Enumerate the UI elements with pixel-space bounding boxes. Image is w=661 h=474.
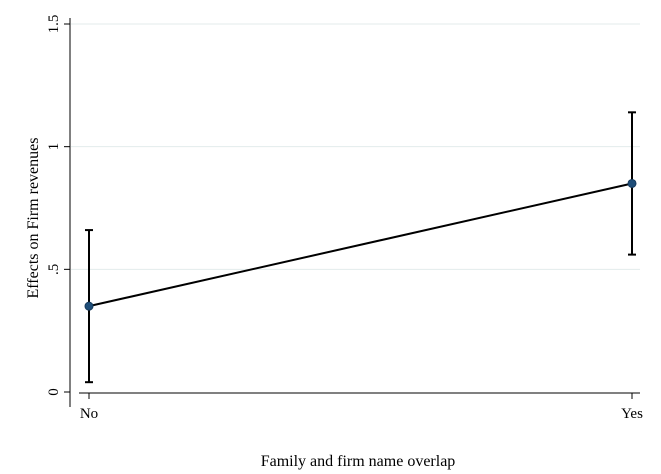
y-axis-ticks: 0 .5 1 1.5 — [46, 15, 70, 396]
x-tick-label-0: No — [80, 406, 98, 422]
gridlines — [71, 23, 640, 270]
x-tick-label-1: Yes — [621, 406, 643, 422]
y-tick-label-0: 0 — [46, 388, 62, 396]
x-axis-title: Family and firm name overlap — [261, 453, 456, 470]
data-point-1 — [627, 178, 637, 188]
error-bars — [85, 111, 636, 384]
x-axis-ticks: No Yes — [80, 393, 643, 422]
data-points — [84, 178, 637, 311]
y-tick-label-3: 1.5 — [46, 15, 62, 34]
series-line-0 — [88, 182, 633, 308]
data-point-0 — [84, 301, 94, 311]
y-axis-title: Effects on Firm revenues — [25, 138, 42, 299]
y-tick-label-1: .5 — [46, 264, 62, 275]
y-tick-label-2: 1 — [46, 143, 62, 151]
series-line — [88, 182, 633, 308]
